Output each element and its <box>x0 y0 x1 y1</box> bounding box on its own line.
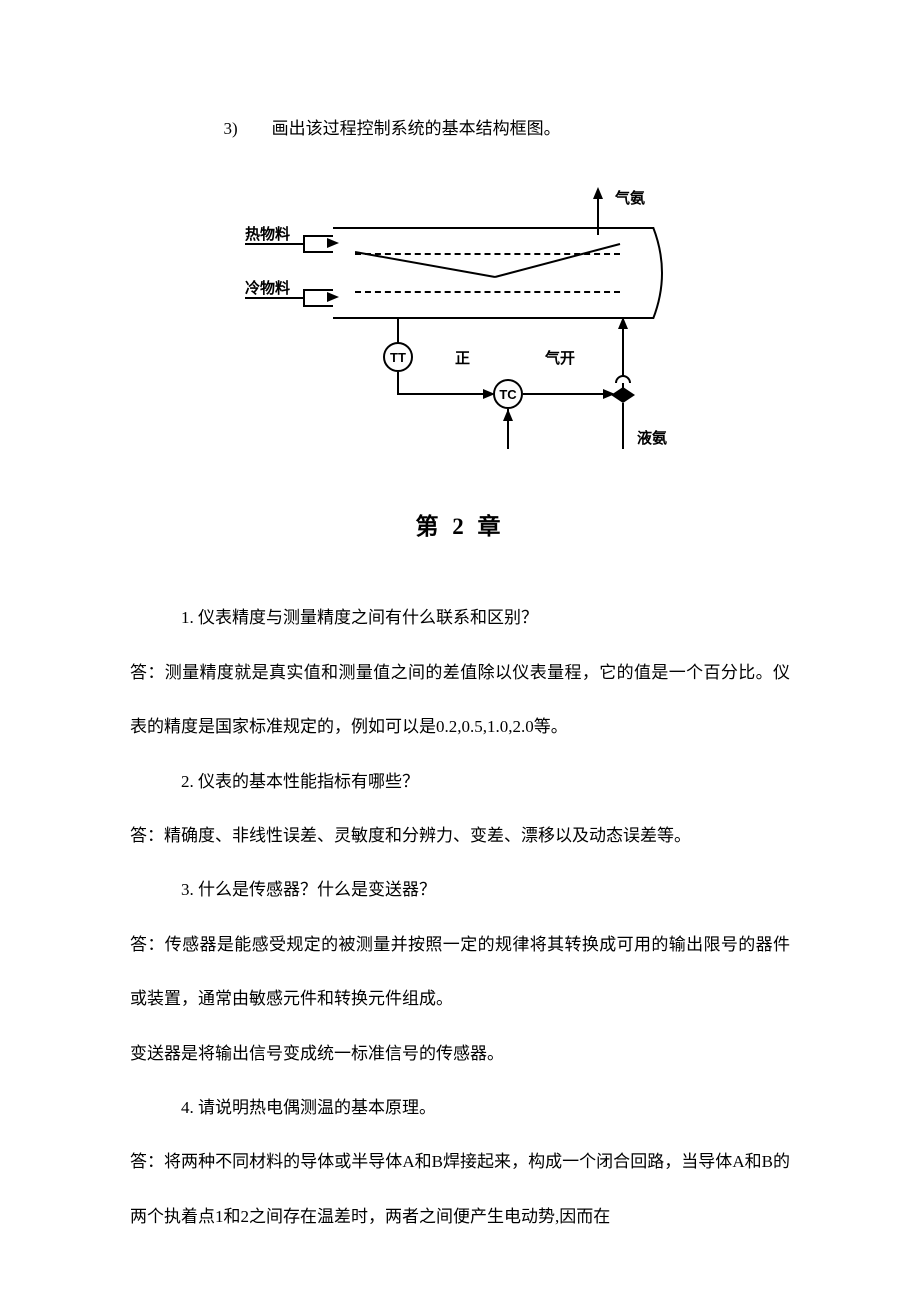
label-cold-material: 冷物料 <box>245 277 290 298</box>
label-positive: 正 <box>455 347 470 368</box>
tt-indicator: TT <box>383 342 413 372</box>
question-item-3: 3) 画出该过程控制系统的基本结构框图。 <box>130 110 790 147</box>
tc-controller: TC <box>493 379 523 409</box>
label-gas-open: 气开 <box>545 347 575 368</box>
answer-3-line: 变送器是将输出信号变成统一标准信号的传感器。 <box>130 1027 790 1081</box>
answer-3a: 答：传感器是能感受规定的被测量并按照一定的规律将其转换成可用的输出限号的器件或装… <box>130 918 790 1081</box>
question-3: 3. 什么是传感器？什么是变送器？ <box>130 863 790 917</box>
label-hot-material: 热物料 <box>245 223 290 244</box>
answer-4: 答：将两种不同材料的导体或半导体A和B焊接起来，构成一个闭合回路，当导体A和B的… <box>130 1135 790 1244</box>
qa-section: 1. 仪表精度与测量精度之间有什么联系和区别？ 答：测量精度就是真实值和测量值之… <box>130 591 790 1244</box>
label-liquid-ammonia: 液氨 <box>637 427 667 448</box>
process-control-diagram: 气氨 热物料 冷物料 TT 正 TC 气开 <box>245 187 675 457</box>
label-gas-ammonia: 气氨 <box>615 187 645 208</box>
chapter-heading: 第 2 章 <box>130 507 790 541</box>
question-2: 2. 仪表的基本性能指标有哪些？ <box>130 755 790 809</box>
question-4: 4. 请说明热电偶测温的基本原理。 <box>130 1081 790 1135</box>
answer-2: 答：精确度、非线性误差、灵敏度和分辨力、变差、漂移以及动态误差等。 <box>130 809 790 863</box>
answer-1: 答：测量精度就是真实值和测量值之间的差值除以仪表量程，它的值是一个百分比。仪表的… <box>130 646 790 755</box>
question-1: 1. 仪表精度与测量精度之间有什么联系和区别？ <box>130 591 790 645</box>
answer-3-line: 答：传感器是能感受规定的被测量并按照一定的规律将其转换成可用的输出限号的器件或装… <box>130 918 790 1027</box>
